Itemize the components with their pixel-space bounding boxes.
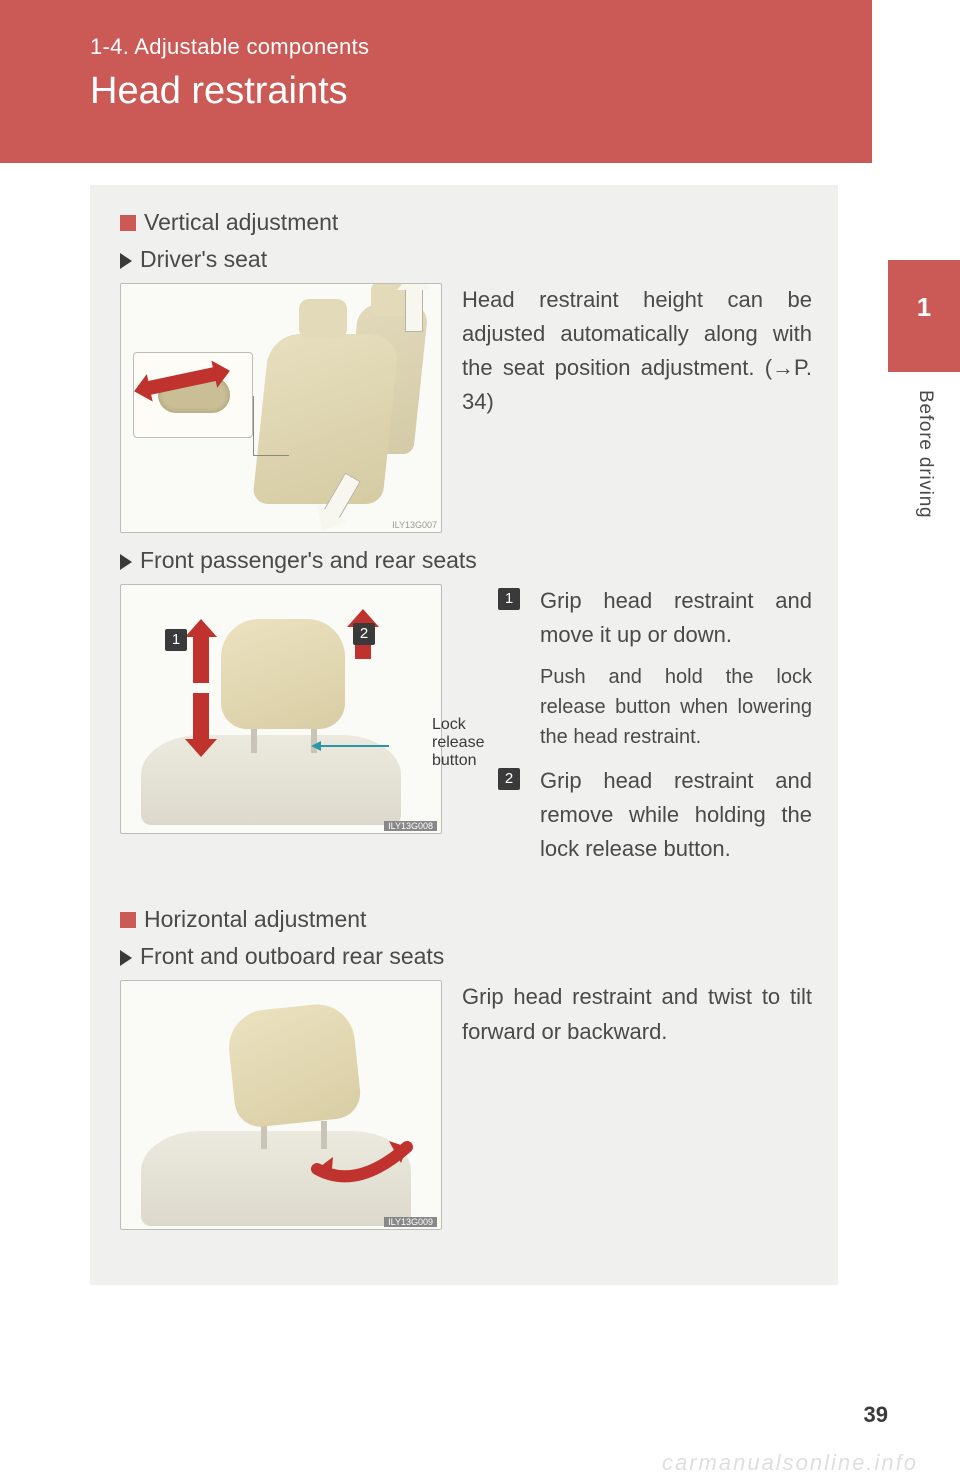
step-1: 1 Grip head restraint and move it up or … — [498, 584, 812, 752]
horizontal-subheading: Front and outboard rear seats — [120, 943, 812, 970]
heading-text: Vertical adjustment — [144, 209, 338, 235]
triangle-bullet-icon — [120, 950, 132, 966]
horizontal-description: Grip head restraint and twist to tilt fo… — [462, 980, 812, 1062]
figure-code: ILY13G008 — [384, 821, 437, 831]
passenger-steps: 1 Grip head restraint and move it up or … — [498, 584, 812, 878]
figure-horizontal-headrest: ILY13G009 — [120, 980, 442, 1230]
pointer-line-icon — [319, 745, 389, 747]
subheading-text: Front passenger's and rear seats — [140, 547, 477, 573]
page: 1-4. Adjustable components Head restrain… — [0, 0, 960, 1484]
driver-row: ILY13G007 Head restraint height can be a… — [120, 283, 812, 533]
callout-badge-1: 1 — [165, 629, 187, 651]
page-number: 39 — [864, 1402, 888, 1428]
vertical-adjustment-heading: Vertical adjustment — [120, 209, 812, 236]
subheading-text: Front and outboard rear seats — [140, 943, 444, 969]
side-chapter-label: Before driving — [914, 390, 936, 518]
triangle-bullet-icon — [120, 554, 132, 570]
arrow-shape — [405, 288, 423, 332]
step-badge-2: 2 — [498, 768, 520, 790]
figure-code: ILY13G009 — [384, 1217, 437, 1227]
passenger-row: 1 2 ILY13G008 Lock release button 1 Grip… — [120, 584, 812, 878]
red-curved-arrow-icon — [311, 1121, 421, 1191]
figure-code: ILY13G007 — [392, 520, 437, 530]
heading-text: Horizontal adjustment — [144, 906, 366, 932]
square-bullet-icon — [120, 215, 136, 231]
step-1-text: Grip head restraint and move it up or do… — [540, 584, 812, 652]
horizontal-description-text: Grip head restraint and twist to tilt fo… — [462, 980, 812, 1048]
seat-top-illustration — [141, 735, 401, 825]
triangle-bullet-icon — [120, 253, 132, 269]
page-title: Head restraints — [90, 70, 872, 113]
side-chapter-tab: 1 — [888, 260, 960, 372]
figure-driver-seat: ILY13G007 — [120, 283, 442, 533]
section-label: 1-4. Adjustable components — [90, 34, 872, 60]
step-2: 2 Grip head restraint and remove while h… — [498, 764, 812, 866]
content-block: Vertical adjustment Driver's seat ILY13G… — [90, 185, 838, 1285]
figure-passenger-headrest: 1 2 ILY13G008 — [120, 584, 442, 834]
callout-badge-2: 2 — [353, 623, 375, 645]
red-down-arrow-icon — [193, 693, 209, 741]
white-up-arrow-icon — [405, 288, 423, 332]
headrest-illustration — [299, 299, 347, 339]
headrest-illustration — [225, 1001, 362, 1130]
passenger-subheading: Front passenger's and rear seats — [120, 547, 812, 574]
header-band: 1-4. Adjustable components Head restrain… — [0, 0, 872, 163]
subheading-text: Driver's seat — [140, 246, 267, 272]
driver-description-text: Head restraint height can be adjusted au… — [462, 283, 812, 419]
step-2-text: Grip head restraint and remove while hol… — [540, 764, 812, 866]
step-badge-1: 1 — [498, 588, 520, 610]
drivers-seat-subheading: Driver's seat — [120, 246, 812, 273]
callout-line-icon — [253, 396, 289, 456]
headrest-illustration — [221, 619, 345, 729]
driver-description: Head restraint height can be adjusted au… — [462, 283, 812, 433]
step-1-subtext: Push and hold the lock release button wh… — [540, 662, 812, 752]
horizontal-adjustment-heading: Horizontal adjustment — [120, 906, 812, 933]
chapter-number: 1 — [917, 292, 931, 323]
lock-release-label: Lock release button — [432, 716, 512, 770]
watermark: carmanualsonline.info — [662, 1450, 918, 1476]
red-up-arrow-icon — [193, 635, 209, 683]
horizontal-row: ILY13G009 Grip head restraint and twist … — [120, 980, 812, 1230]
square-bullet-icon — [120, 912, 136, 928]
